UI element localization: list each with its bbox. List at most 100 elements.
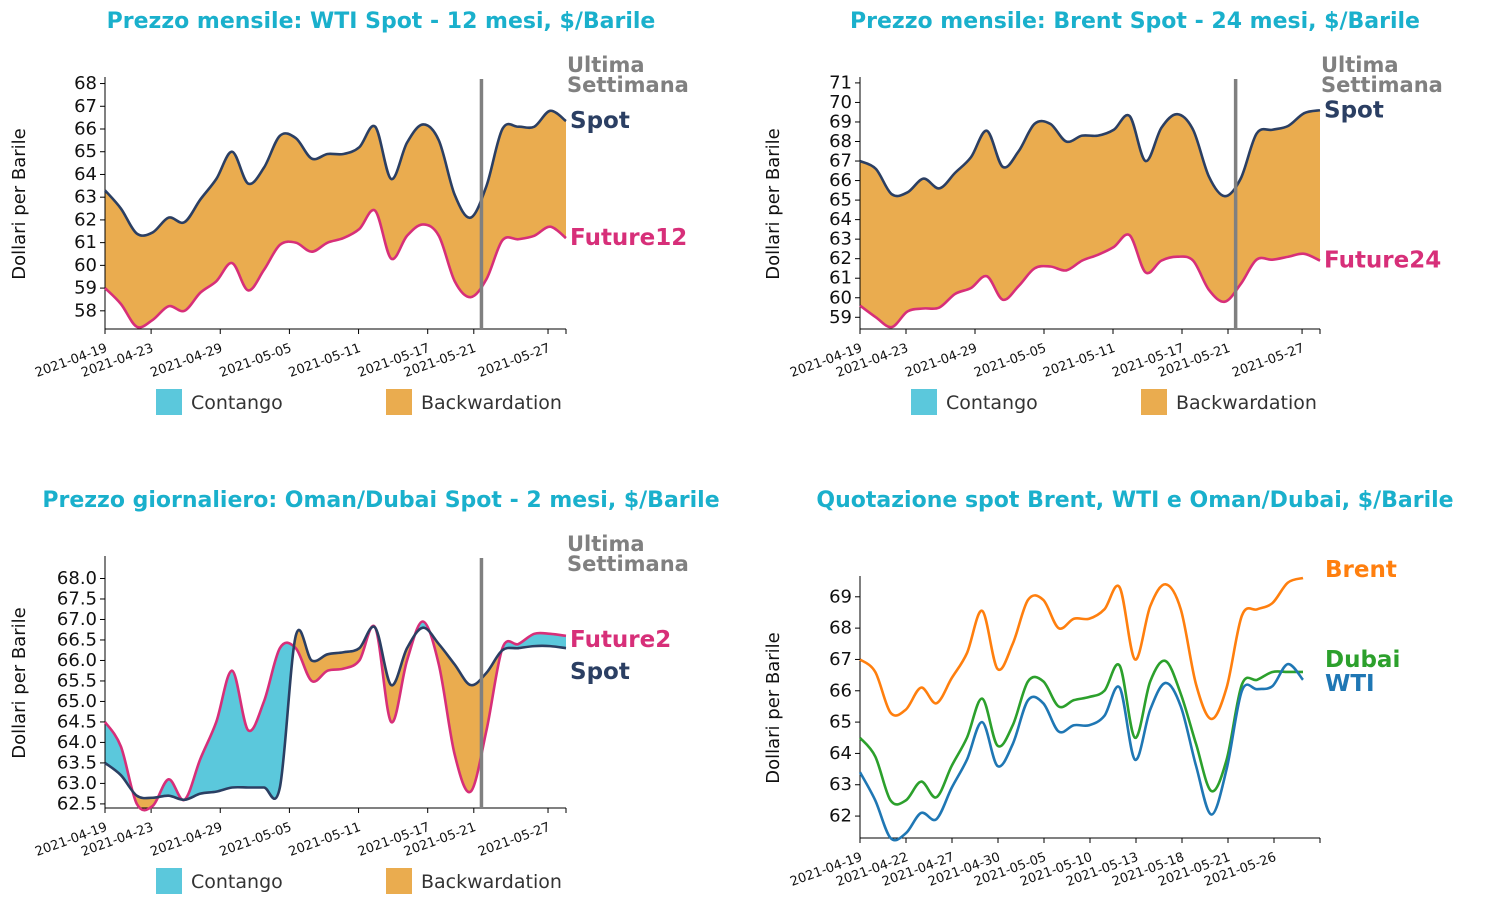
y-tick-label: 59	[74, 278, 97, 299]
series-label-future24: Future24	[1324, 248, 1441, 274]
y-axis-label: Dollari per Barile	[763, 128, 784, 280]
y-tick-label: 60	[829, 287, 852, 308]
y-tick-label: 64	[829, 209, 852, 230]
chart-title: Prezzo mensile: WTI Spot - 12 mesi, $/Ba…	[107, 9, 656, 34]
series-label-dubai: Dubai	[1325, 647, 1400, 673]
y-tick-label: 69	[829, 111, 852, 132]
backwardation-area	[105, 110, 566, 328]
y-tick-label: 71	[829, 72, 852, 93]
legend-label-contango: Contango	[191, 871, 283, 893]
series-line-wti	[858, 662, 1305, 842]
y-tick-label: 66.5	[57, 629, 97, 650]
y-axis-label: Dollari per Barile	[9, 128, 30, 280]
x-tick-label: 2021-04-29	[903, 341, 979, 381]
annotation-line1: Ultima	[1321, 53, 1399, 77]
chart-panel-2: Prezzo mensile: Brent Spot - 24 mesi, $/…	[763, 9, 1443, 415]
x-tick-label: 2021-05-05	[218, 820, 294, 860]
series-line-spot	[104, 625, 567, 802]
x-tick-label: 2021-05-11	[287, 341, 363, 381]
x-tick-label: 2021-05-27	[476, 341, 552, 381]
y-tick-label: 63.0	[57, 773, 97, 794]
series-label-future2: Future2	[570, 627, 671, 653]
series-line-dubai	[858, 659, 1303, 806]
chart-title: Prezzo giornaliero: Oman/Dubai Spot - 2 …	[42, 488, 719, 513]
x-tick-label: 2021-05-05	[972, 341, 1048, 381]
legend: Contango Backwardation	[911, 389, 1317, 415]
x-tick-label: 2021-04-29	[148, 820, 224, 860]
legend-label-backwardation: Backwardation	[421, 871, 562, 893]
legend-label-backwardation: Backwardation	[421, 392, 562, 414]
annotation-line2: Settimana	[567, 73, 689, 97]
y-tick-label: 67	[829, 649, 852, 670]
x-tick-label: 2021-05-05	[218, 341, 294, 381]
annotation-line1: Ultima	[567, 532, 645, 556]
series-line-future24	[859, 233, 1321, 329]
y-tick-label: 65	[829, 190, 852, 211]
series-line-brent	[859, 576, 1304, 721]
y-tick-label: 68	[829, 618, 852, 639]
series-label-wti: WTI	[1325, 671, 1375, 697]
y-tick-label: 68	[829, 131, 852, 152]
annotation-line2: Settimana	[1321, 73, 1443, 97]
y-tick-label: 63.5	[57, 752, 97, 773]
legend-label-contango: Contango	[191, 392, 283, 414]
y-tick-label: 62.5	[57, 793, 97, 814]
x-tick-label: 2021-05-27	[1230, 341, 1306, 381]
y-tick-label: 66.0	[57, 650, 97, 671]
y-tick-label: 63	[74, 187, 97, 208]
series-line-future2	[103, 620, 567, 812]
legend: Contango Backwardation	[156, 389, 562, 415]
legend-swatch-backwardation	[386, 389, 412, 415]
y-tick-label: 66	[829, 170, 852, 191]
y-axis-label: Dollari per Barile	[9, 607, 30, 759]
y-tick-label: 69	[829, 586, 852, 607]
series-line-future12	[104, 208, 567, 329]
annotation-line1: Ultima	[567, 53, 645, 77]
y-tick-label: 61	[74, 232, 97, 253]
y-tick-label: 62	[74, 209, 97, 230]
x-tick-label: 2021-05-11	[287, 820, 363, 860]
legend-swatch-contango	[156, 389, 182, 415]
x-tick-label: 2021-05-11	[1041, 341, 1117, 381]
x-tick-label: 2021-04-29	[148, 341, 224, 381]
y-tick-label: 66	[829, 680, 852, 701]
legend: Contango Backwardation	[156, 868, 562, 894]
legend-swatch-contango	[911, 389, 937, 415]
legend-label-contango: Contango	[946, 392, 1038, 414]
y-tick-label: 67	[74, 96, 97, 117]
legend-swatch-backwardation	[1141, 389, 1167, 415]
series-line-spot	[859, 108, 1321, 198]
series-label-spot: Spot	[570, 108, 630, 134]
y-tick-label: 65	[74, 141, 97, 162]
y-tick-label: 63	[829, 229, 852, 250]
chart-panel-3: Prezzo giornaliero: Oman/Dubai Spot - 2 …	[9, 488, 720, 894]
y-tick-label: 68.0	[57, 568, 97, 589]
series-label-brent: Brent	[1325, 557, 1397, 583]
y-tick-label: 65.0	[57, 691, 97, 712]
y-tick-label: 62	[829, 806, 852, 827]
y-tick-label: 66	[74, 119, 97, 140]
annotation-line2: Settimana	[567, 552, 689, 576]
x-tick-label: 2021-05-27	[476, 820, 552, 860]
y-tick-label: 60	[74, 255, 97, 276]
y-tick-label: 64.0	[57, 732, 97, 753]
chart-panel-4: Quotazione spot Brent, WTI e Oman/Dubai,…	[763, 488, 1454, 890]
y-tick-label: 63	[829, 774, 852, 795]
y-tick-label: 64	[829, 743, 852, 764]
y-tick-label: 68	[74, 73, 97, 94]
legend-swatch-backwardation	[386, 868, 412, 894]
y-tick-label: 59	[829, 307, 852, 328]
y-tick-label: 70	[829, 92, 852, 113]
y-tick-label: 64.5	[57, 711, 97, 732]
y-tick-label: 67.5	[57, 588, 97, 609]
y-axis-label: Dollari per Barile	[763, 632, 784, 784]
y-tick-label: 62	[829, 248, 852, 269]
y-tick-label: 58	[74, 300, 97, 321]
y-tick-label: 61	[829, 268, 852, 289]
y-tick-label: 64	[74, 164, 97, 185]
y-tick-label: 65.5	[57, 670, 97, 691]
y-tick-label: 67	[829, 151, 852, 172]
backwardation-area	[105, 626, 566, 811]
y-tick-label: 65	[829, 712, 852, 733]
